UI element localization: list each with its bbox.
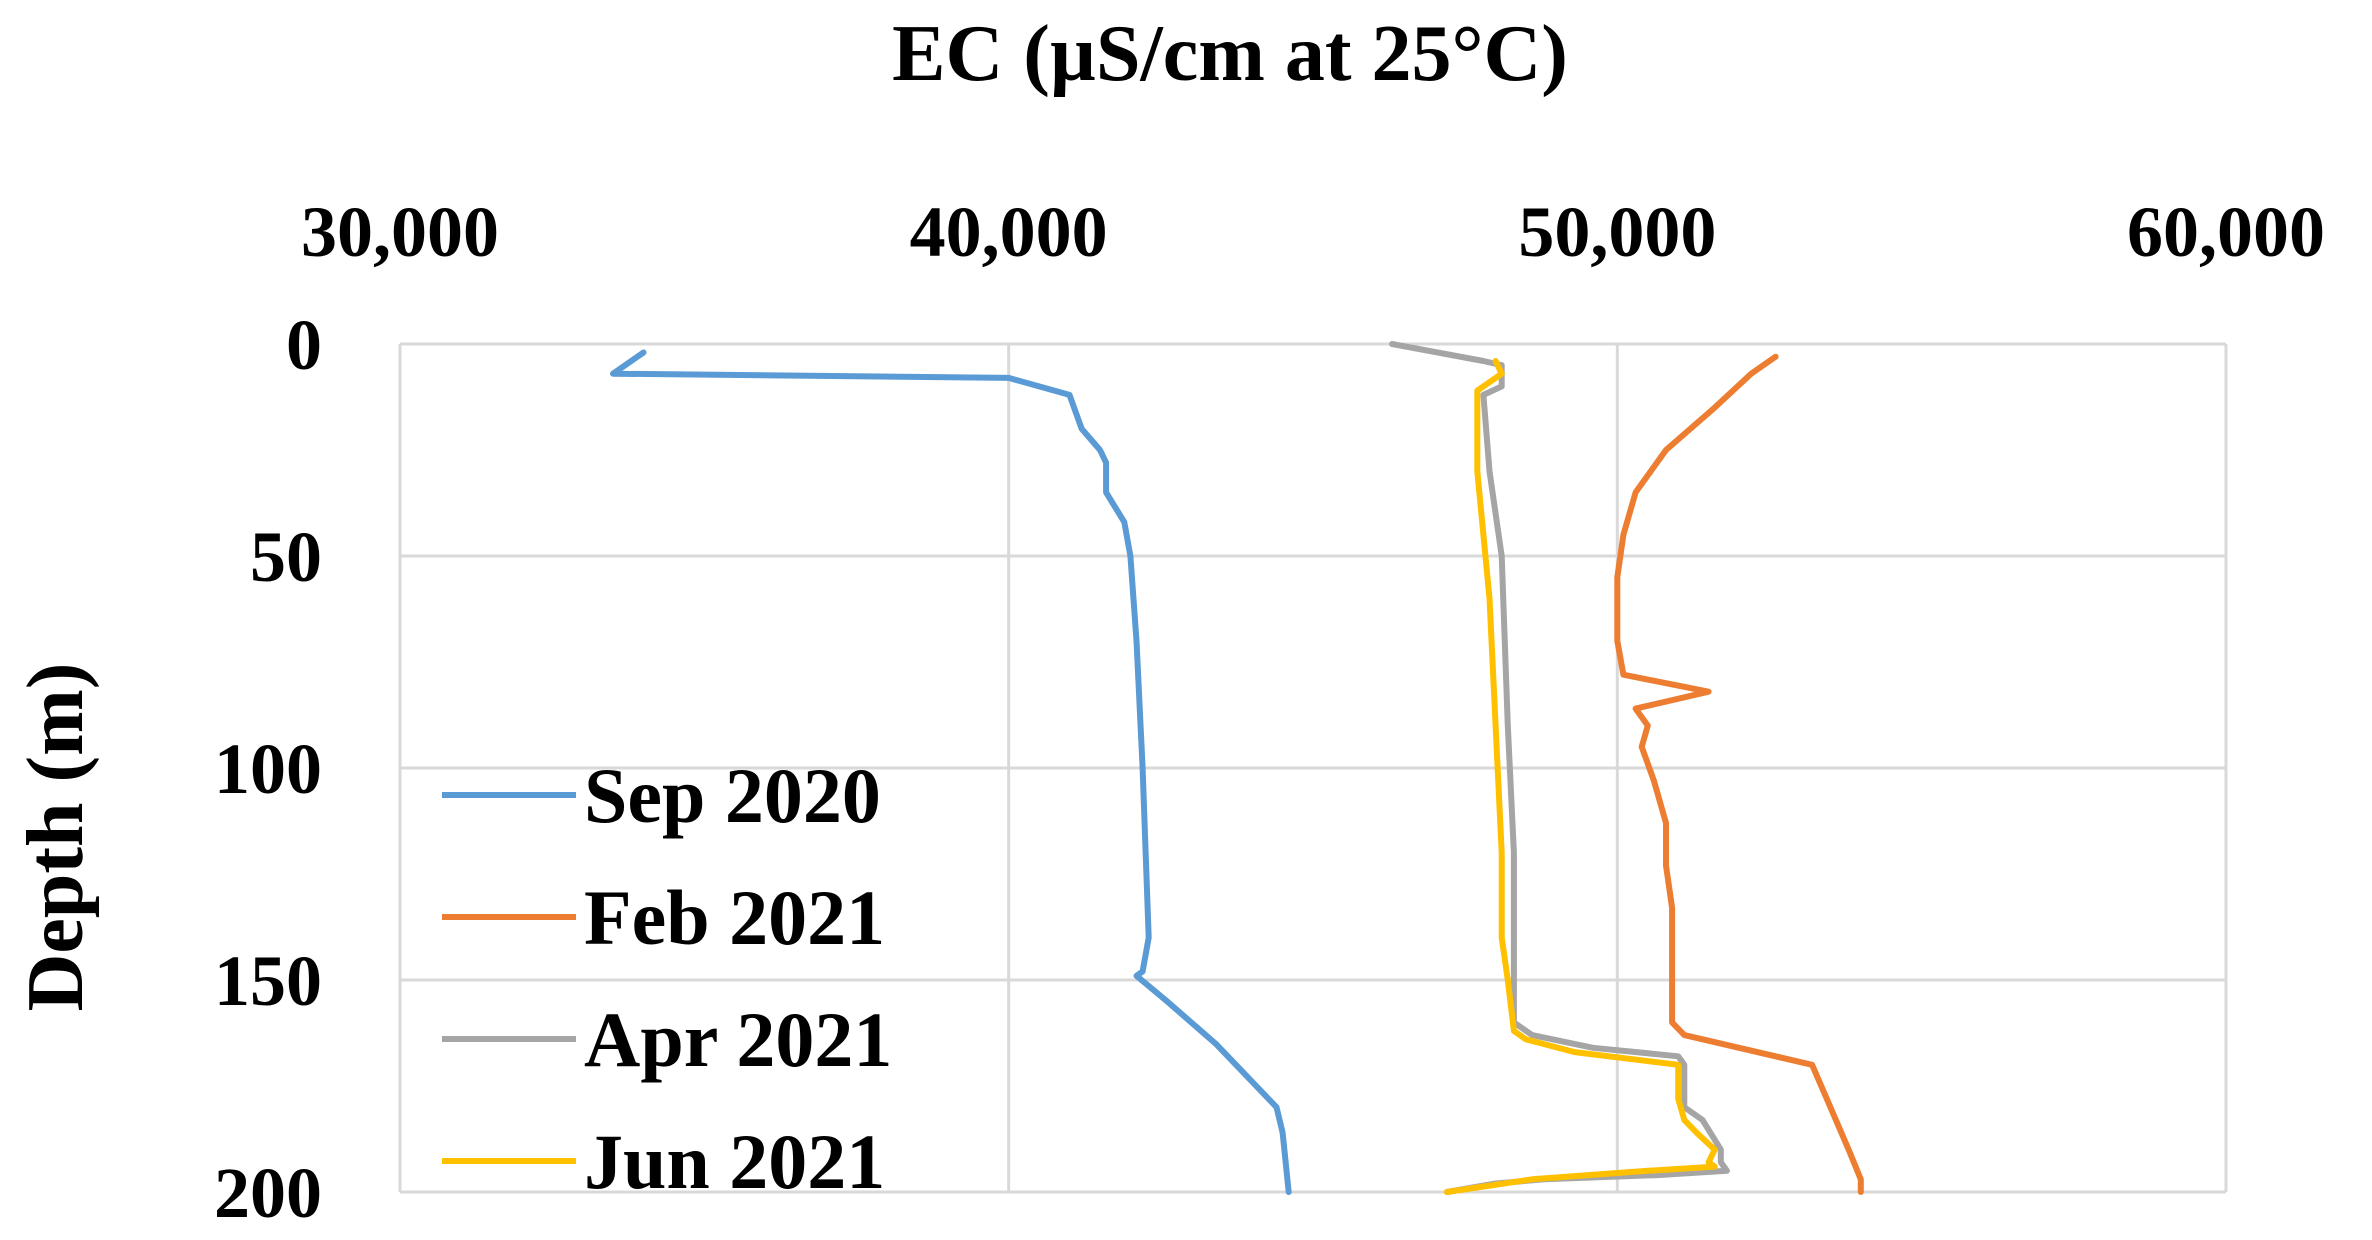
y-tick-label-0: 0 — [286, 305, 322, 385]
legend-label-sep-2020: Sep 2020 — [584, 752, 881, 839]
legend-label-feb-2021: Feb 2021 — [584, 874, 885, 961]
legend: Sep 2020 Feb 2021 Apr 2021 Jun 2021 — [442, 752, 892, 1205]
y-tick-label-150: 150 — [214, 941, 322, 1021]
legend-label-apr-2021: Apr 2021 — [584, 996, 892, 1083]
series-lines — [610, 341, 1864, 1195]
grid — [398, 342, 2228, 1194]
series-line-sep-2020 — [610, 349, 1292, 1195]
x-tick-label-60000: 60,000 — [2127, 192, 2325, 272]
legend-label-jun-2021: Jun 2021 — [584, 1118, 885, 1205]
series-line-feb-2021 — [1614, 353, 1864, 1195]
y-axis-tick-labels: 0 50 100 150 200 — [214, 305, 322, 1233]
y-tick-label-200: 200 — [214, 1153, 322, 1233]
x-tick-label-50000: 50,000 — [1518, 192, 1716, 272]
x-tick-label-40000: 40,000 — [910, 192, 1108, 272]
series-line-apr-2021 — [1389, 341, 1730, 1195]
y-tick-label-50: 50 — [250, 517, 322, 597]
x-axis-tick-labels: 30,000 40,000 50,000 60,000 — [301, 192, 2325, 272]
x-tick-label-30000: 30,000 — [301, 192, 499, 272]
series-line-jun-2021 — [1443, 358, 1718, 1195]
y-tick-label-100: 100 — [214, 729, 322, 809]
y-axis-label: Depth (m) — [12, 663, 100, 1012]
chart-title: EC (µS/cm at 25°C) — [892, 10, 1568, 98]
